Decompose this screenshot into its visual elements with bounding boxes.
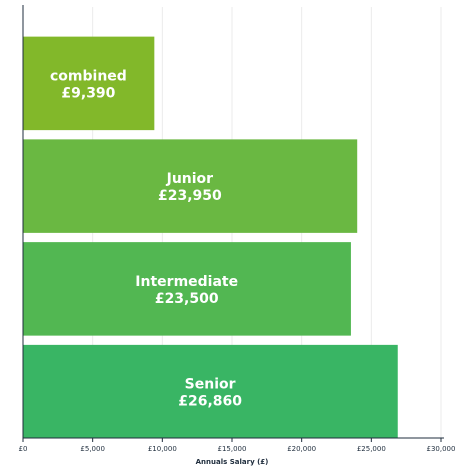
bar-intermediate: [23, 242, 351, 336]
bar-value-label: £26,860: [178, 394, 242, 410]
bar-labels-group: combined£9,390Junior£23,950Intermediate£…: [50, 68, 242, 409]
x-tick-label: £0: [19, 445, 28, 453]
bar-combined: [23, 36, 155, 131]
bar-category-label: Senior: [185, 377, 236, 393]
bar-value-label: £23,950: [158, 188, 222, 204]
x-axis-title: Annuals Salary (£): [196, 458, 269, 466]
bar-category-label: Intermediate: [135, 274, 238, 290]
bar-category-label: combined: [50, 68, 127, 84]
x-tick-label: £15,000: [218, 445, 247, 453]
x-tick-label: £10,000: [148, 445, 177, 453]
bar-senior: [23, 344, 398, 439]
x-ticks-group: £0 £5,000 £10,000 £15,000 £20,000 £25,000 £30,…: [19, 438, 456, 453]
x-tick-label: £5,000: [80, 445, 105, 453]
bar-value-label: £23,500: [155, 291, 219, 307]
x-tick-label: £20,000: [287, 445, 316, 453]
bars-group: [23, 36, 398, 439]
bar-category-label: Junior: [166, 171, 214, 187]
x-tick-label: £25,000: [357, 445, 386, 453]
x-tick-label: £30,000: [427, 445, 456, 453]
bar-junior: [23, 139, 358, 233]
bar-value-label: £9,390: [61, 85, 115, 101]
